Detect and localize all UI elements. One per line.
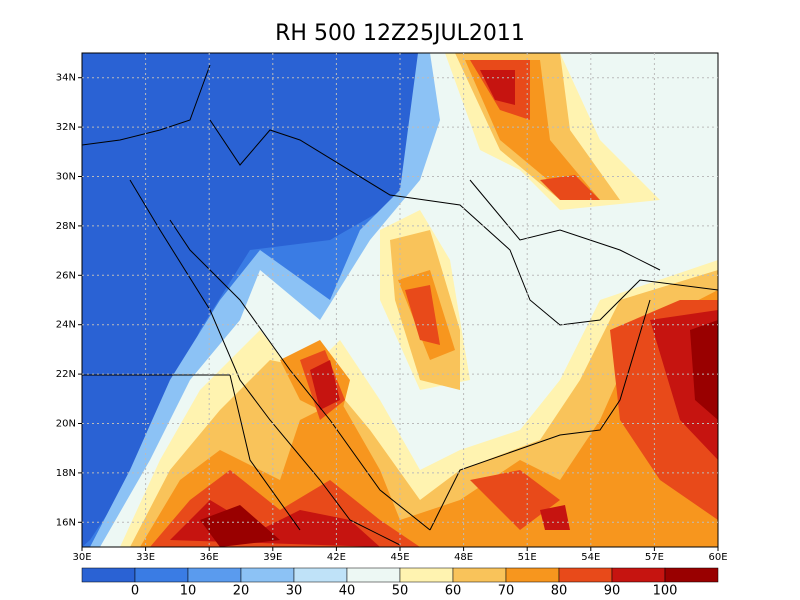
x-tick-label: 42E <box>327 552 346 563</box>
y-tick-label: 24N <box>56 320 76 331</box>
colorbar-swatch <box>187 567 242 583</box>
colorbar-swatch <box>134 567 189 583</box>
colorbar-label: 30 <box>286 584 303 599</box>
y-tick-label: 34N <box>56 73 76 84</box>
y-tick-label: 30N <box>56 172 76 183</box>
x-tick-label: 36E <box>200 552 219 563</box>
colorbar-swatch <box>346 567 401 583</box>
x-tick-label: 57E <box>645 552 664 563</box>
x-tick-label: 60E <box>708 552 727 563</box>
y-tick-label: 22N <box>56 369 76 380</box>
x-tick-label: 54E <box>581 552 600 563</box>
colorbar-label: 80 <box>551 584 568 599</box>
y-tick-label: 20N <box>56 419 76 430</box>
colorbar-label: 20 <box>233 584 250 599</box>
coastline <box>82 64 718 326</box>
colorbar-swatch <box>240 567 295 583</box>
colorbar-swatch <box>452 567 507 583</box>
colorbar-label: 50 <box>392 584 409 599</box>
colorbar-label: 60 <box>445 584 462 599</box>
x-tick-label: 45E <box>390 552 409 563</box>
colorbar-label: 90 <box>604 584 621 599</box>
colorbar-swatch <box>81 567 136 583</box>
colorbar-label: 10 <box>180 584 197 599</box>
x-tick-label: 51E <box>518 552 537 563</box>
coastlines <box>82 64 718 546</box>
colorbar-label: 0 <box>131 584 139 599</box>
field-area <box>200 320 718 547</box>
map-title: RH 500 12Z25JUL2011 <box>275 21 525 46</box>
colorbar-swatch <box>293 567 348 583</box>
x-tick-label: 48E <box>454 552 473 563</box>
y-tick-label: 32N <box>56 122 76 133</box>
y-tick-label: 16N <box>56 517 76 528</box>
coastline <box>129 179 431 546</box>
y-tick-label: 28N <box>56 221 76 232</box>
colorbar-swatch <box>558 567 613 583</box>
x-tick-label: 33E <box>136 552 155 563</box>
field-area <box>82 53 420 547</box>
y-tick-label: 26N <box>56 270 76 281</box>
colorbar-swatch <box>611 567 666 583</box>
colorbar-label: 100 <box>653 584 678 599</box>
colorbar-label: 40 <box>339 584 356 599</box>
border <box>82 179 661 531</box>
colorbar-swatch <box>664 567 719 583</box>
colorbar-label: 70 <box>498 584 515 599</box>
x-tick-label: 39E <box>263 552 282 563</box>
y-tick-label: 18N <box>56 468 76 479</box>
colorbar-swatch <box>505 567 560 583</box>
x-tick-label: 30E <box>72 552 91 563</box>
field-area <box>150 60 718 547</box>
colorbar-swatch <box>399 567 454 583</box>
